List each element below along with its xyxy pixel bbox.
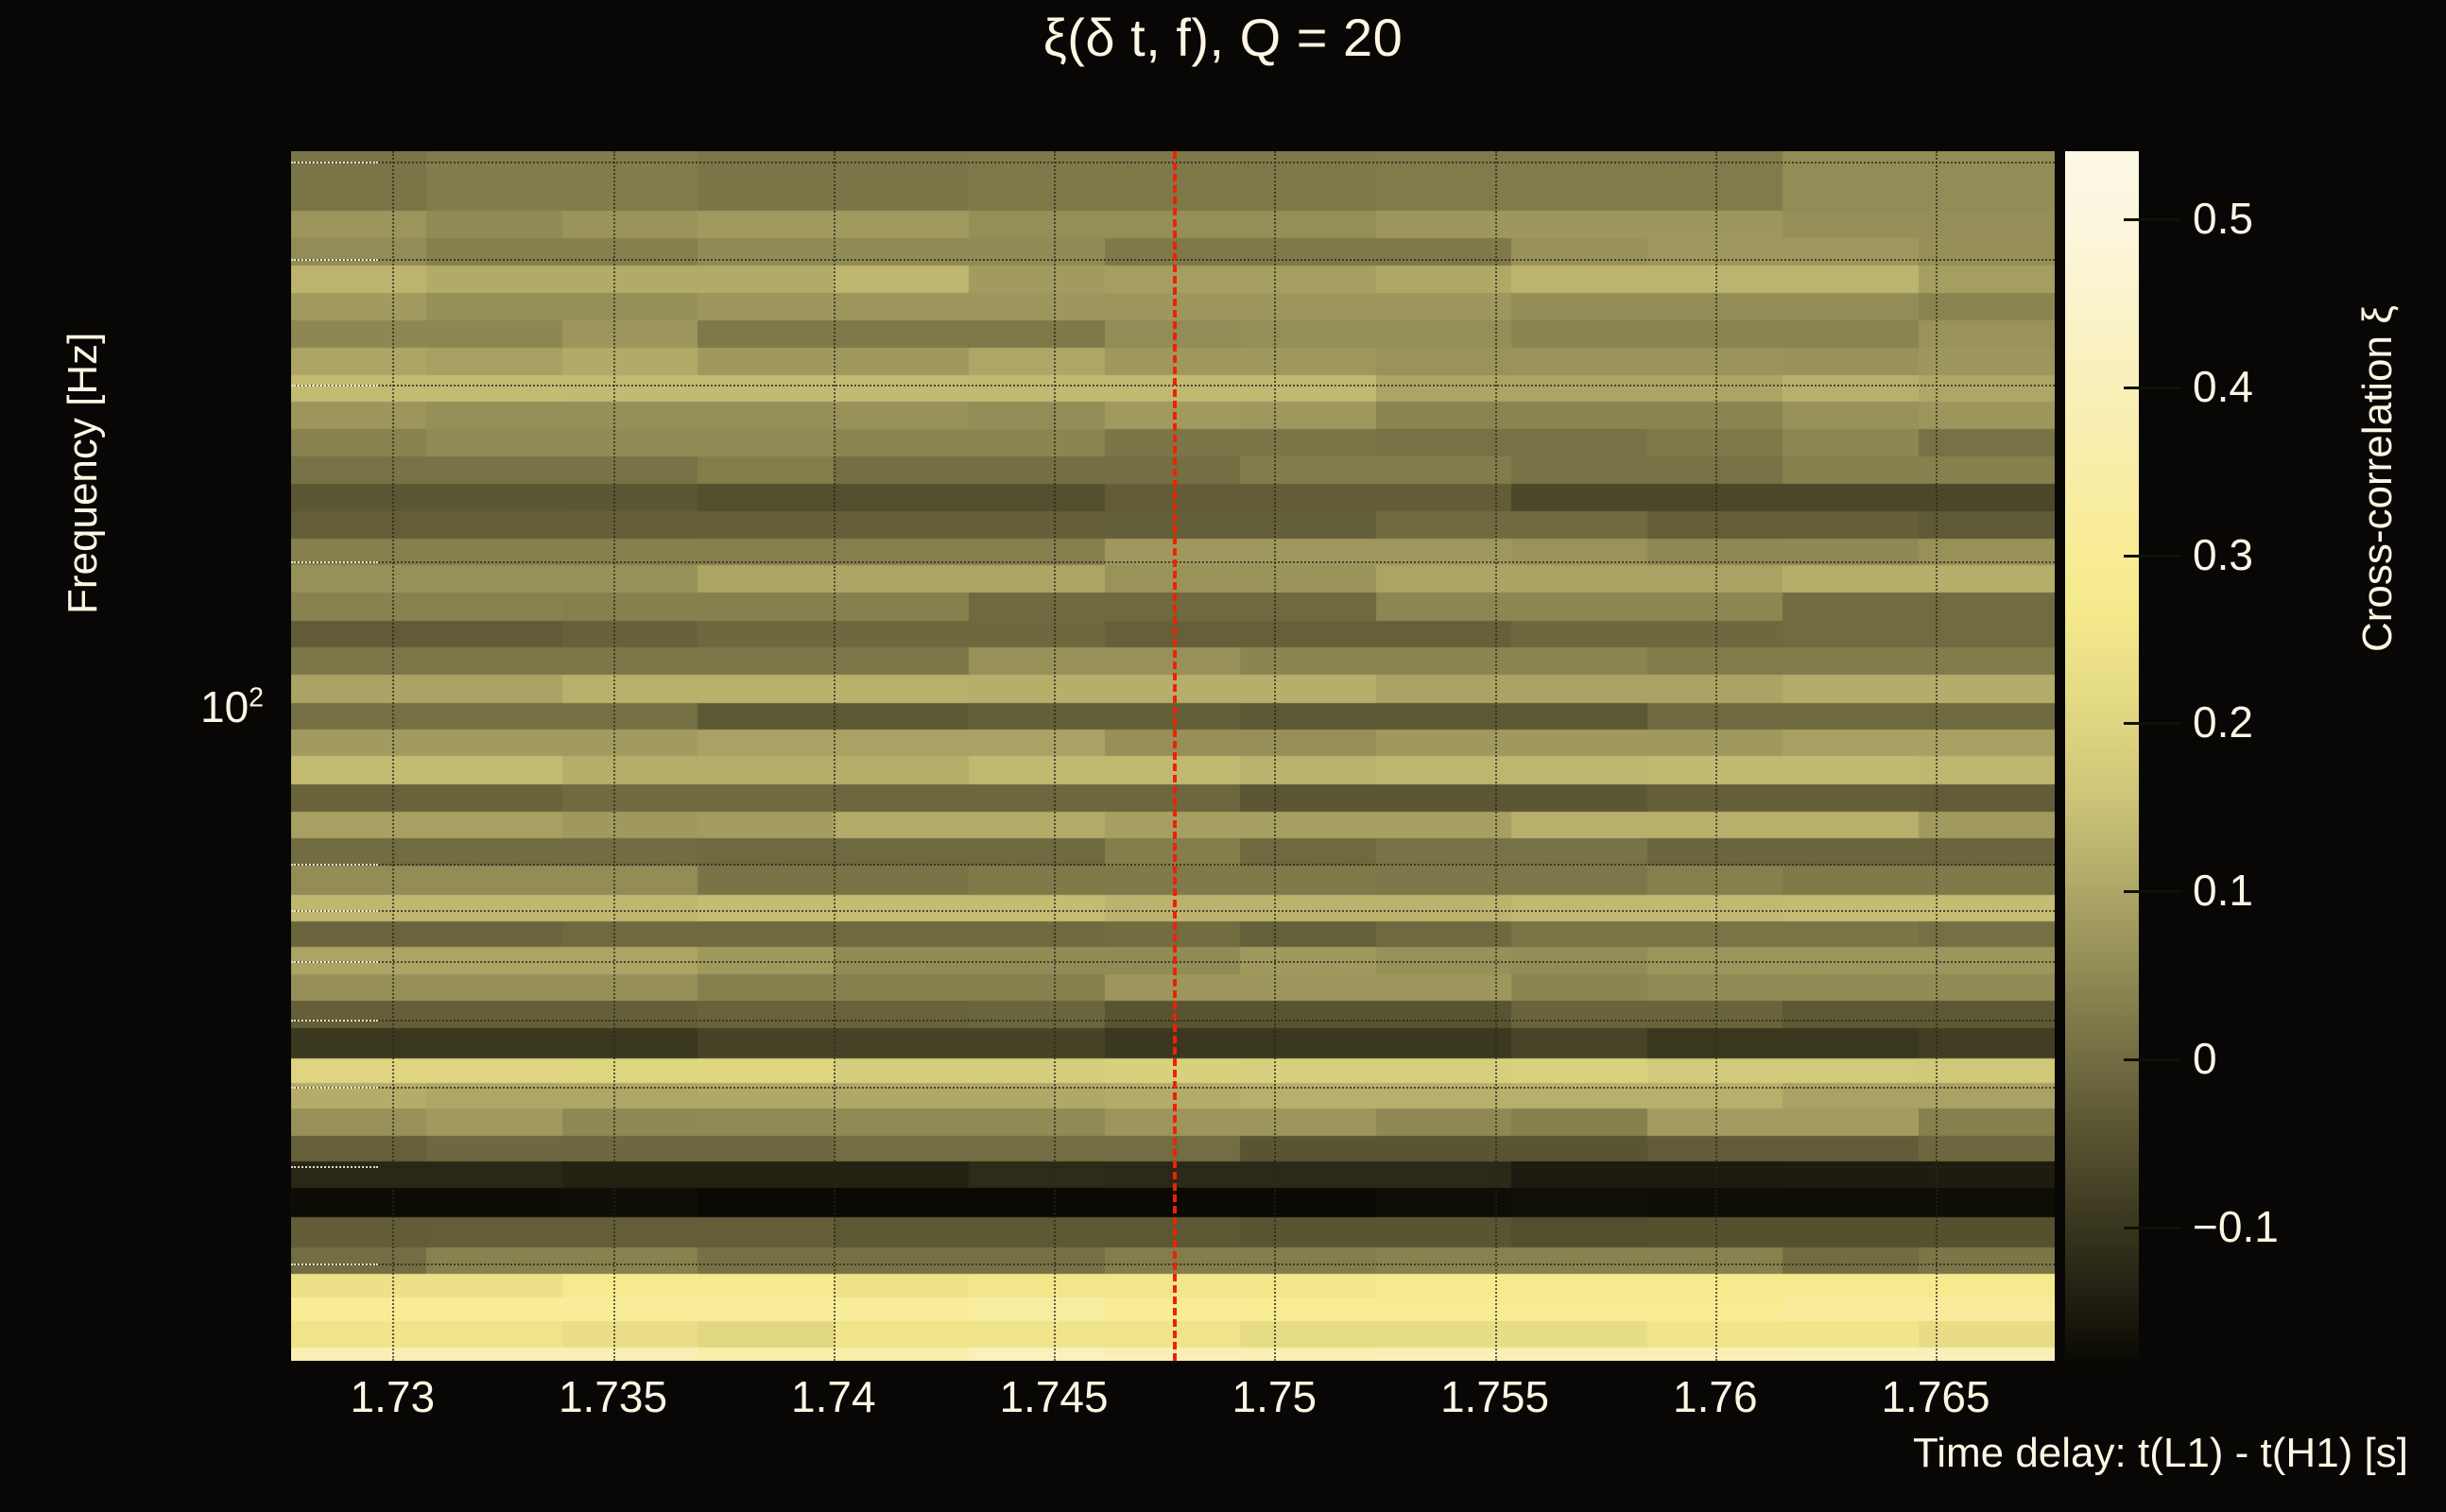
colorbar-gradient[interactable] (2065, 151, 2139, 1361)
colorbar-tick-label: −0.1 (2193, 1201, 2279, 1251)
y-tick-mantissa: 10 (200, 682, 250, 731)
heatmap-plot-area[interactable] (291, 151, 2055, 1361)
page-title: ξ(δ t, f), Q = 20 (1042, 8, 1404, 67)
x-axis-tick-label: 1.73 (350, 1372, 436, 1421)
x-axis-tick-label: 1.755 (1439, 1372, 1550, 1421)
colorbar-tick-label: 0.5 (2193, 194, 2253, 244)
x-axis-tick-label: 1.76 (1673, 1372, 1758, 1421)
colorbar-tick-mark (2124, 1226, 2182, 1229)
colorbar-tick-mark (2124, 386, 2182, 389)
colorbar-tick-mark (2124, 890, 2182, 894)
y-axis-tick-label-100: 102 (200, 682, 264, 731)
expected-delay-marker-line (1173, 151, 1177, 1361)
x-axis-tick-label: 1.74 (791, 1372, 876, 1421)
colorbar-tick-mark (2124, 218, 2182, 222)
x-axis-tick-label: 1.75 (1232, 1372, 1318, 1421)
colorbar-tick-mark (2124, 1058, 2182, 1061)
colorbar-tick-label: 0 (2193, 1034, 2217, 1083)
colorbar-tick-label: 0.4 (2193, 361, 2253, 411)
colorbar-title: Cross-correlation ξ (2354, 305, 2401, 652)
colorbar-tick-mark (2124, 722, 2182, 726)
x-axis-tick-label: 1.735 (558, 1372, 668, 1421)
colorbar-tick-mark (2124, 554, 2182, 558)
y-tick-exponent: 2 (249, 682, 265, 713)
colorbar-tick-label: 0.1 (2193, 866, 2253, 916)
x-axis-tick-label: 1.745 (999, 1372, 1109, 1421)
colorbar-tick-label: 0.2 (2193, 697, 2253, 747)
colorbar-tick-label: 0.3 (2193, 529, 2253, 579)
y-axis-title: Frequency [Hz] (60, 332, 106, 614)
x-axis-title: Time delay: t(L1) - t(H1) [s] (1912, 1430, 2408, 1476)
x-axis-tick-label: 1.765 (1881, 1372, 1990, 1421)
